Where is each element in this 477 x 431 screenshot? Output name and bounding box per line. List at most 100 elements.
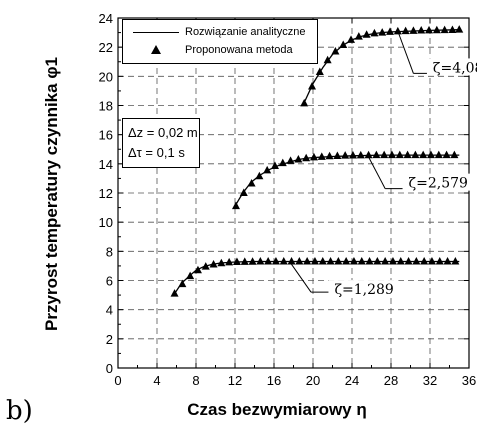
grid [118, 18, 469, 368]
triangle-marker [239, 188, 248, 196]
y-tick-label: 6 [106, 274, 113, 289]
legend-label: Rozwiązanie analityczne [185, 26, 306, 38]
triangle-marker [323, 55, 332, 64]
triangle-marker [388, 257, 397, 265]
y-tick-label: 2 [106, 332, 113, 347]
triangle-marker [217, 258, 226, 267]
triangle-marker [378, 28, 387, 36]
triangle-marker [426, 150, 435, 159]
param-dz: Δz = 0,02 m [128, 125, 198, 140]
annotation-label: ζ=2,579 [409, 176, 468, 192]
triangle-marker [232, 257, 241, 265]
line-symbol [127, 26, 185, 38]
triangle-marker [417, 26, 426, 34]
triangle-marker [372, 150, 381, 159]
triangle-marker [386, 27, 395, 35]
triangle-marker [333, 151, 342, 159]
triangle-marker [401, 26, 410, 35]
triangle-marker [434, 150, 443, 159]
triangle-marker [270, 161, 279, 170]
x-axis-title: Czas bezwymiarowy η [187, 400, 367, 419]
x-tick-label: 12 [228, 373, 242, 388]
triangle-marker [295, 257, 304, 265]
triangle-marker [279, 257, 288, 265]
triangle-marker [170, 289, 179, 297]
annotation-leader [397, 30, 414, 74]
triangle-marker [442, 150, 451, 159]
triangle-marker [278, 158, 287, 167]
triangle-marker [427, 257, 436, 265]
triangle-marker [380, 150, 389, 159]
triangle-marker [209, 259, 218, 268]
triangle-marker [370, 28, 379, 37]
param-dtau: Δτ = 0,1 s [128, 145, 185, 160]
triangle-marker [403, 150, 412, 159]
triangle-marker [354, 32, 363, 40]
triangle-marker [387, 150, 396, 159]
x-tick-label: 20 [306, 373, 320, 388]
triangle-marker [300, 98, 309, 107]
triangle-marker [448, 25, 457, 33]
y-axis-title: Przyrost temperatury czynnika φ1 [42, 57, 61, 331]
triangle-marker [451, 257, 460, 265]
triangle-marker [271, 257, 280, 265]
y-tick-label: 8 [106, 244, 113, 259]
triangle-marker [420, 257, 429, 265]
parameters-box: Δz = 0,02 m Δτ = 0,1 s [122, 118, 200, 168]
series-layer [170, 25, 464, 297]
triangle-marker-icon [127, 44, 185, 56]
analytic-line-3 [303, 29, 460, 103]
triangle-marker [247, 179, 256, 187]
triangle-marker [455, 25, 464, 33]
triangle-marker [334, 257, 343, 265]
x-tick-label: 0 [114, 373, 121, 388]
triangle-marker [308, 82, 317, 90]
triangle-marker [186, 271, 195, 280]
legend-item-analytic: Rozwiązanie analityczne [127, 24, 305, 40]
y-tick-label: 0 [106, 361, 113, 376]
y-tick-label: 24 [99, 11, 113, 26]
triangle-marker [318, 257, 327, 265]
triangle-marker [404, 257, 413, 265]
triangle-marker [450, 150, 459, 159]
x-tick-label: 16 [267, 373, 281, 388]
triangle-marker [419, 150, 428, 159]
y-tick-label: 20 [99, 69, 113, 84]
triangle-marker [396, 257, 405, 265]
annotation-bg [328, 280, 399, 298]
annotation-leader [289, 261, 312, 293]
triangle-marker [373, 257, 382, 265]
annotation-bg [426, 58, 477, 76]
triangle-marker [225, 257, 234, 266]
triangle-marker [294, 154, 303, 163]
triangle-marker [348, 151, 357, 159]
triangle-marker [412, 257, 421, 265]
triangle-marker [347, 35, 356, 43]
triangle-marker [317, 152, 326, 160]
triangle-marker [409, 26, 418, 34]
legend: Rozwiązanie analityczne Proponowana meto… [122, 19, 318, 64]
x-tick-label: 4 [153, 373, 160, 388]
y-tick-label: 16 [99, 128, 113, 143]
triangle-marker [393, 26, 402, 35]
y-tick-label: 10 [99, 215, 113, 230]
triangle-marker [326, 257, 335, 265]
annotation-label: ζ=4,083 [433, 60, 477, 76]
triangle-marker [357, 257, 366, 265]
triangle-marker [356, 150, 365, 159]
triangle-marker [432, 25, 441, 34]
triangle-marker [341, 151, 350, 159]
triangle-marker [365, 257, 374, 265]
triangle-marker [362, 30, 371, 38]
triangle-marker [411, 150, 420, 159]
triangle-marker [425, 25, 434, 34]
triangle-marker [342, 257, 351, 265]
triangle-marker [287, 257, 296, 265]
triangle-marker [435, 257, 444, 265]
triangle-marker [331, 47, 340, 55]
triangle-marker [325, 151, 334, 160]
annotation-leader [367, 154, 386, 189]
x-tick-label: 28 [384, 373, 398, 388]
axes [117, 17, 470, 369]
triangle-marker [440, 25, 449, 34]
